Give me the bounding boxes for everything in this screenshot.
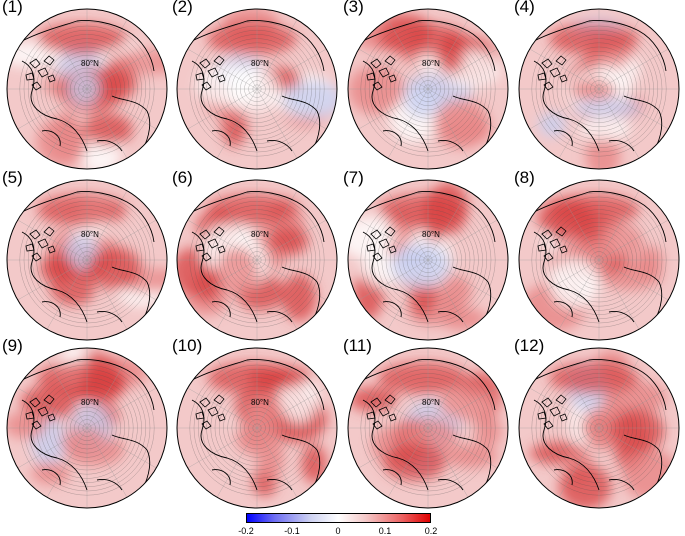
map-panel: (2) 80°N bbox=[172, 0, 342, 171]
latitude-label: 80°N bbox=[422, 230, 440, 239]
panel-label: (12) bbox=[514, 336, 545, 355]
latitude-label: 80°N bbox=[251, 230, 269, 239]
polar-map bbox=[176, 179, 338, 341]
polar-map bbox=[347, 179, 509, 341]
colorbar-tick-zero: 0 bbox=[335, 526, 341, 536]
panel-label: (5) bbox=[2, 168, 23, 187]
panel-label: (7) bbox=[343, 168, 364, 187]
map-panel: (7) 80°N bbox=[343, 168, 513, 342]
panel-label: (3) bbox=[343, 0, 364, 16]
latitude-label: 80°N bbox=[81, 59, 99, 68]
map-panel: (4) bbox=[514, 0, 684, 171]
latitude-label: 80°N bbox=[422, 398, 440, 407]
panel-label: (6) bbox=[172, 168, 193, 187]
panel-label: (10) bbox=[172, 336, 203, 355]
polar-map bbox=[518, 179, 680, 341]
map-panel: (8) bbox=[514, 168, 684, 342]
panel-label: (4) bbox=[514, 0, 535, 16]
latitude-label: 80°N bbox=[422, 59, 440, 68]
map-panel: (12) bbox=[514, 336, 684, 510]
polar-map bbox=[6, 8, 168, 170]
colorbar-tick-0-1: 0.1 bbox=[378, 526, 392, 536]
map-panel: (1) 80°N bbox=[2, 0, 172, 171]
polar-map bbox=[347, 347, 509, 509]
polar-map bbox=[6, 347, 168, 509]
latitude-label: 80°N bbox=[251, 59, 269, 68]
panel-label: (2) bbox=[172, 0, 193, 16]
polar-map bbox=[176, 8, 338, 170]
map-panel: (10) 80°N bbox=[172, 336, 342, 510]
panel-label: (11) bbox=[343, 336, 372, 355]
latitude-label: 80°N bbox=[251, 398, 269, 407]
map-panel: (9) 80°N bbox=[2, 336, 172, 510]
polar-map bbox=[518, 8, 680, 170]
map-panel: (6) 80°N bbox=[172, 168, 342, 342]
latitude-label: 80°N bbox=[81, 398, 99, 407]
panel-label: (8) bbox=[514, 168, 535, 187]
colorbar-tick-neg-0-1: -0.1 bbox=[284, 526, 300, 536]
colorbar-tick-max: 0.2 bbox=[424, 526, 438, 536]
colorbar bbox=[246, 513, 431, 523]
panel-label: (1) bbox=[2, 0, 23, 16]
map-panel: (11) 80°N bbox=[343, 336, 513, 510]
polar-map bbox=[176, 347, 338, 509]
polar-map bbox=[6, 179, 168, 341]
map-panel: (3) 80°N bbox=[343, 0, 513, 171]
map-panel: (5) 80°N bbox=[2, 168, 172, 342]
polar-map bbox=[347, 8, 509, 170]
latitude-label: 80°N bbox=[81, 230, 99, 239]
polar-map bbox=[518, 347, 680, 509]
panel-label: (9) bbox=[2, 336, 23, 355]
colorbar-tick-min: -0.2 bbox=[238, 526, 254, 536]
